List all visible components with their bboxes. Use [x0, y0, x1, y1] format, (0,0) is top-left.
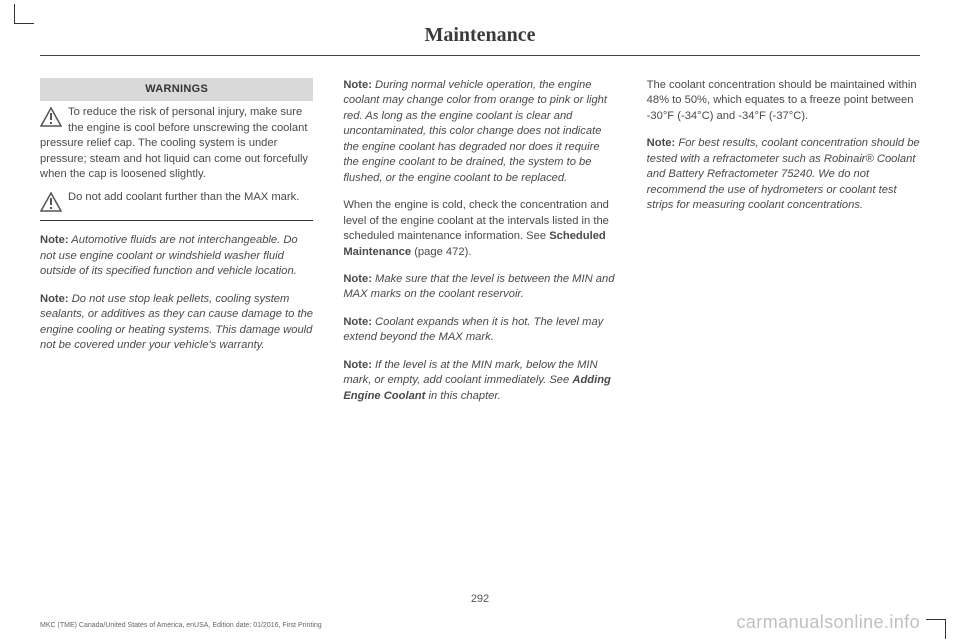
footer-edition-text: MKC (TME) Canada/United States of Americ…	[40, 622, 322, 629]
body-paragraph: The coolant concentration should be main…	[647, 78, 920, 124]
note-body-c: in this chapter.	[425, 390, 500, 402]
crop-mark-br	[926, 619, 946, 639]
warning-triangle-icon	[40, 192, 62, 212]
note-paragraph: Note: Automotive fluids are not intercha…	[40, 233, 313, 279]
note-body-a: If the level is at the MIN mark, below t…	[343, 359, 597, 386]
page-title: Maintenance	[40, 24, 920, 56]
note-label: Note:	[343, 79, 372, 91]
text-run: (page 472).	[411, 246, 471, 258]
warnings-divider	[40, 220, 313, 221]
note-label: Note:	[40, 293, 69, 305]
column-3: The coolant concentration should be main…	[647, 78, 920, 416]
note-body: For best results, coolant concentration …	[647, 137, 920, 211]
warning-text-2: Do not add coolant further than the MAX …	[68, 191, 299, 203]
footer-watermark: carmanualsonline.info	[736, 612, 920, 633]
note-label: Note:	[647, 137, 676, 149]
note-label: Note:	[343, 359, 372, 371]
page-number: 292	[0, 593, 960, 605]
note-body: Coolant expands when it is hot. The leve…	[343, 316, 603, 343]
warning-triangle-icon	[40, 107, 62, 127]
note-label: Note:	[40, 234, 69, 246]
warning-text-1: To reduce the risk of personal injury, m…	[40, 106, 308, 180]
note-body: Automotive fluids are not interchangeabl…	[40, 234, 298, 277]
note-body: Do not use stop leak pellets, cooling sy…	[40, 293, 313, 351]
warning-item-1: To reduce the risk of personal injury, m…	[40, 105, 313, 182]
manual-page: Maintenance WARNINGS To reduce the risk …	[0, 0, 960, 643]
note-label: Note:	[343, 273, 372, 285]
note-paragraph: Note: During normal vehicle operation, t…	[343, 78, 616, 186]
note-body: Make sure that the level is between the …	[343, 273, 614, 300]
note-paragraph: Note: Do not use stop leak pellets, cool…	[40, 292, 313, 354]
note-paragraph: Note: Coolant expands when it is hot. Th…	[343, 315, 616, 346]
column-2: Note: During normal vehicle operation, t…	[343, 78, 616, 416]
note-label: Note:	[343, 316, 372, 328]
note-paragraph: Note: If the level is at the MIN mark, b…	[343, 358, 616, 404]
crop-mark-tl	[14, 4, 34, 24]
content-columns: WARNINGS To reduce the risk of personal …	[40, 78, 920, 416]
column-1: WARNINGS To reduce the risk of personal …	[40, 78, 313, 416]
note-paragraph: Note: Make sure that the level is betwee…	[343, 272, 616, 303]
body-paragraph: When the engine is cold, check the conce…	[343, 198, 616, 260]
note-body: During normal vehicle operation, the eng…	[343, 79, 607, 184]
note-paragraph: Note: For best results, coolant concentr…	[647, 136, 920, 213]
warning-item-2: Do not add coolant further than the MAX …	[40, 190, 313, 212]
warnings-heading: WARNINGS	[40, 78, 313, 101]
